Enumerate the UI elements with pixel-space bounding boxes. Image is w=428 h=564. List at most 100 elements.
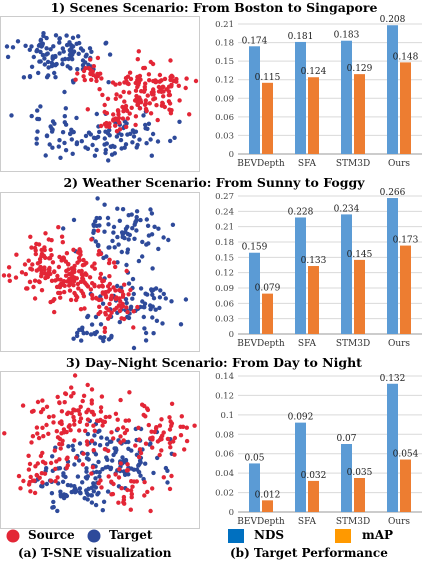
source-point: [90, 264, 95, 269]
target-point: [92, 441, 98, 446]
target-point: [118, 137, 124, 143]
target-point: [138, 473, 143, 478]
source-point: [116, 500, 121, 505]
source-point: [76, 269, 82, 274]
y-tick-label: 0.12: [215, 391, 234, 401]
target-point: [49, 129, 55, 134]
bar-map: [354, 74, 365, 154]
source-point: [137, 106, 143, 111]
target-point: [77, 441, 83, 446]
source-point: [182, 447, 187, 452]
target-point: [41, 33, 46, 39]
source-point: [148, 111, 154, 116]
source-point: [14, 252, 19, 257]
target-point: [61, 471, 66, 476]
target-point: [144, 217, 149, 222]
target-point: [96, 459, 101, 465]
source-point: [161, 84, 166, 90]
source-point: [146, 72, 152, 77]
x-tick-label: STM3D: [336, 159, 370, 169]
source-point: [117, 467, 122, 472]
target-point: [23, 43, 28, 48]
source-point: [117, 308, 123, 314]
source-point: [102, 102, 107, 108]
target-point: [67, 52, 73, 58]
source-point: [35, 461, 40, 466]
target-point: [104, 254, 109, 259]
target-marker-icon: [87, 529, 101, 543]
source-point: [155, 117, 160, 123]
target-point: [34, 136, 39, 141]
target-point: [27, 47, 32, 52]
source-point: [103, 295, 109, 300]
target-point: [119, 249, 125, 255]
source-point: [164, 87, 169, 92]
source-point: [78, 249, 83, 254]
source-point: [90, 465, 96, 470]
source-point: [48, 247, 53, 252]
target-point: [137, 137, 142, 142]
y-tick-label: 0.21: [215, 223, 234, 233]
target-point: [145, 292, 150, 297]
target-point: [56, 144, 61, 149]
source-point: [21, 478, 26, 484]
target-point: [130, 276, 136, 282]
bar-nds: [341, 444, 352, 512]
target-point: [31, 54, 36, 60]
source-point: [120, 116, 126, 121]
source-point: [32, 490, 38, 496]
target-point: [57, 36, 62, 41]
source-point: [118, 94, 123, 99]
target-point: [70, 35, 76, 40]
target-point: [134, 228, 139, 233]
source-point: [117, 81, 122, 86]
source-point: [59, 409, 65, 414]
source-point: [57, 285, 63, 290]
source-point: [76, 408, 82, 413]
target-point: [92, 153, 98, 158]
source-point: [148, 508, 153, 514]
y-tick-label: 0.06: [215, 299, 234, 309]
target-point: [149, 232, 155, 237]
source-point: [159, 417, 164, 422]
source-point: [111, 481, 116, 487]
source-point: [133, 114, 139, 119]
source-point: [120, 104, 125, 110]
source-point: [121, 494, 127, 500]
source-point: [78, 307, 84, 312]
x-tick-label: BEVDepth: [237, 159, 285, 169]
source-point: [88, 70, 93, 76]
source-point: [123, 418, 128, 423]
target-point: [115, 283, 120, 289]
source-point: [70, 269, 75, 275]
target-point: [49, 491, 55, 496]
target-point: [76, 34, 81, 39]
target-point: [48, 124, 53, 129]
y-tick-label: 0.18: [215, 238, 234, 248]
bar-chart-daynight: 0 0.02 0.04 0.06 0.08 0.1 0.12 0.14 0.05 0.012 BEV…: [215, 372, 422, 527]
source-point: [69, 411, 74, 416]
target-point: [70, 151, 75, 156]
source-point: [37, 259, 43, 265]
source-point: [44, 404, 50, 409]
target-point: [94, 147, 99, 153]
target-point: [58, 155, 63, 160]
bar-map: [262, 500, 273, 512]
source-point: [145, 489, 150, 495]
source-point: [140, 402, 145, 407]
target-point: [141, 113, 146, 118]
target-point: [140, 299, 145, 304]
source-point: [129, 491, 134, 497]
target-point: [97, 470, 102, 475]
source-point: [1, 273, 7, 278]
target-point: [94, 329, 100, 335]
source-point: [46, 414, 52, 420]
source-point: [103, 310, 108, 316]
source-point: [66, 267, 71, 272]
target-point: [39, 483, 44, 489]
target-point: [136, 469, 142, 475]
target-point: [149, 288, 155, 294]
source-point: [121, 89, 126, 95]
source-point: [121, 316, 127, 322]
source-point: [27, 461, 33, 467]
